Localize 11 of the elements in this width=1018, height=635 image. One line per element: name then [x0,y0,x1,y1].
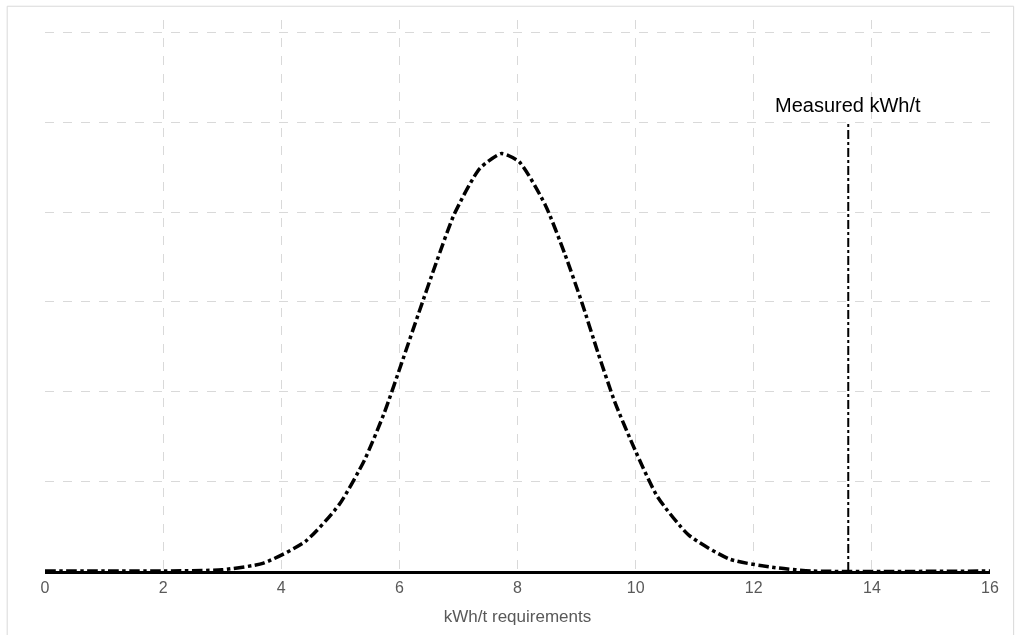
x-tick-label: 8 [513,579,523,597]
x-tick-label: 14 [862,579,881,597]
x-tick-label: 4 [276,579,286,597]
x-tick-label: 2 [158,579,168,597]
x-tick-label: 12 [744,579,763,597]
x-tick-label: 6 [394,579,404,597]
x-axis-title: kWh/t requirements [443,606,592,626]
x-tick-label: 10 [626,579,645,597]
ref-line-label: Measured kWh/t [775,94,922,116]
x-tick-label: 0 [40,579,50,597]
x-tick-label: 16 [981,579,999,597]
